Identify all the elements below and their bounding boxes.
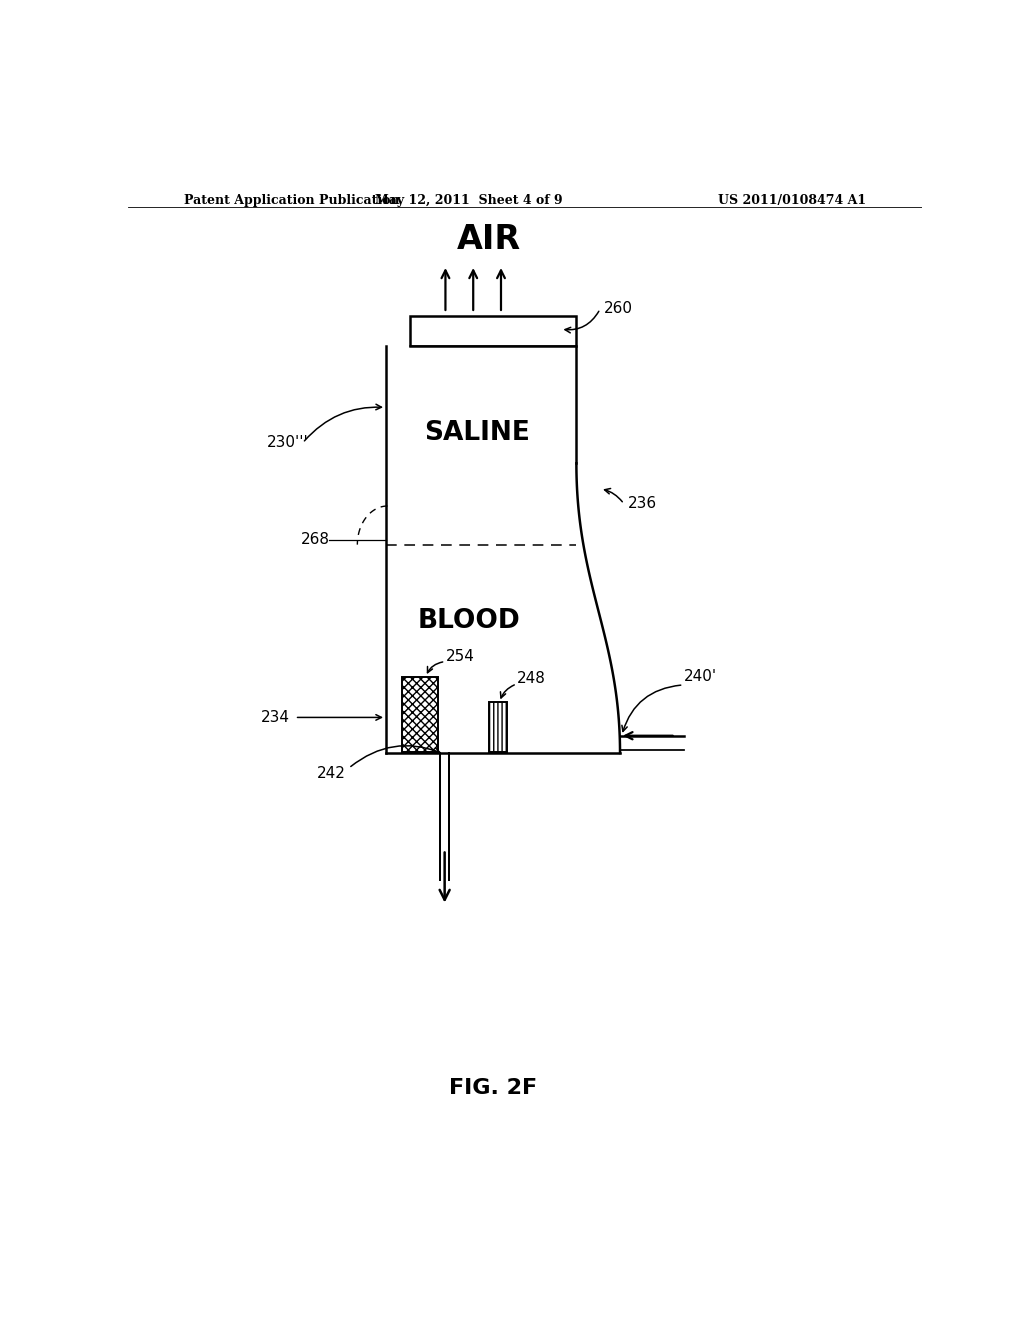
- Text: SALINE: SALINE: [424, 420, 530, 446]
- Text: 234: 234: [261, 710, 291, 725]
- Text: AIR: AIR: [457, 223, 521, 256]
- Bar: [489, 702, 507, 752]
- Text: 236: 236: [628, 496, 657, 511]
- Text: BLOOD: BLOOD: [418, 609, 520, 634]
- Text: 254: 254: [445, 649, 474, 664]
- Text: 260: 260: [604, 301, 633, 317]
- Text: 248: 248: [517, 672, 546, 686]
- Text: 242: 242: [316, 766, 346, 781]
- Text: May 12, 2011  Sheet 4 of 9: May 12, 2011 Sheet 4 of 9: [376, 194, 563, 207]
- Text: 230''': 230''': [267, 436, 308, 450]
- Bar: [410, 315, 577, 346]
- Text: US 2011/0108474 A1: US 2011/0108474 A1: [718, 194, 866, 207]
- Bar: [401, 677, 437, 752]
- Text: FIG. 2F: FIG. 2F: [449, 1078, 538, 1098]
- Text: Patent Application Publication: Patent Application Publication: [183, 194, 399, 207]
- Text: 268: 268: [301, 532, 330, 546]
- Text: 240': 240': [684, 669, 717, 684]
